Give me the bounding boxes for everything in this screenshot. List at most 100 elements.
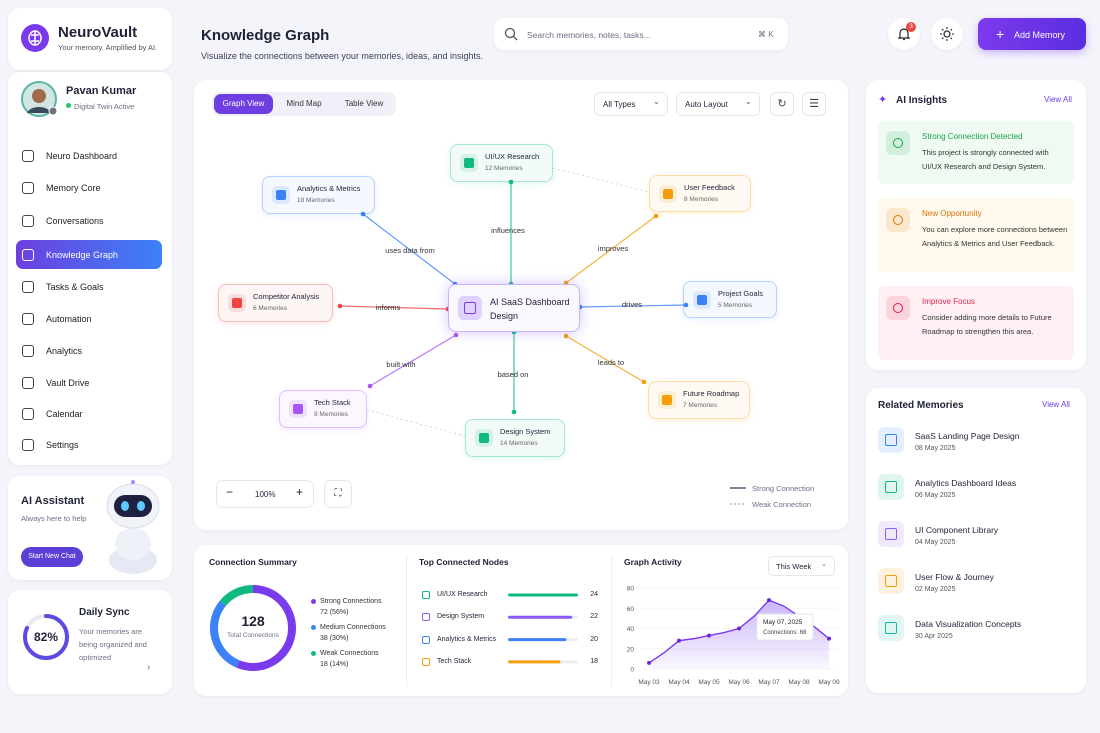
memory-icon[interactable] (878, 521, 904, 547)
insight-text: Consider adding more details to Future R… (922, 313, 1052, 336)
search-icon (504, 27, 518, 41)
node-icon (422, 591, 430, 599)
search-shortcut: ⌘ K (758, 30, 774, 39)
add-memory-label: Add Memory (1014, 30, 1066, 40)
memory-icon-glyph (885, 434, 897, 446)
node-count: 14 Memories (500, 440, 538, 447)
node-title: Tech Stack (314, 398, 351, 407)
memory-icon-glyph (885, 575, 897, 587)
add-memory-button[interactable] (978, 18, 1086, 50)
node-icon (422, 657, 430, 666)
node-title: UI/UX Research (485, 152, 540, 161)
node-title: Analytics & Metrics (297, 184, 361, 193)
tab[interactable]: Table View (344, 99, 384, 108)
node-name: UI/UX Research (437, 591, 488, 598)
period-label: This Week (776, 562, 812, 571)
zoom-out[interactable]: − (226, 485, 234, 499)
legend-value: 18 (14%) (320, 661, 349, 668)
search-box[interactable] (494, 18, 788, 50)
legend-name: Weak Connections (320, 650, 379, 657)
nav-item[interactable]: Conversations (46, 216, 104, 226)
node-icon-glyph (663, 188, 673, 199)
node-name: Tech Stack (437, 657, 472, 665)
legend-dot (311, 599, 316, 604)
filter-dropdown[interactable] (676, 92, 760, 116)
nav-item[interactable]: Settings (46, 440, 79, 450)
legend-dot (311, 651, 316, 656)
node-icon (422, 635, 430, 644)
edge-label: uses data from (385, 246, 435, 255)
memory-title[interactable]: SaaS Landing Page Design (915, 431, 1020, 441)
sun-icon (940, 27, 954, 41)
node-name: Analytics & Metrics (437, 635, 497, 643)
node-count: 9 Memories (314, 411, 348, 418)
node-title: Design System (500, 427, 551, 436)
node-icon-glyph (276, 190, 286, 200)
memory-icon[interactable] (878, 568, 904, 594)
memory-icon[interactable] (878, 427, 904, 453)
nav-item[interactable]: Automation (46, 314, 92, 324)
node-title: User Feedback (684, 183, 735, 192)
center-title: AI SaaS Dashboard Design (490, 297, 570, 321)
node-count: 7 Memories (683, 402, 717, 409)
node-count: 6 Memories (253, 305, 287, 312)
memory-title[interactable]: User Flow & Journey (915, 572, 994, 582)
node-icon-glyph (464, 158, 474, 168)
node-icon-glyph (479, 433, 489, 443)
memory-icon[interactable] (878, 474, 904, 500)
theme-button[interactable] (931, 18, 963, 50)
center-icon (458, 296, 482, 320)
brand-name: NeuroVault (58, 24, 138, 41)
filter-dropdown[interactable] (594, 92, 668, 116)
memory-title[interactable]: Data Visualization Concepts (915, 619, 1022, 629)
chevron[interactable]: › (147, 662, 151, 673)
node-value: 20 (590, 635, 598, 643)
zoom-in[interactable]: + (296, 485, 304, 499)
tab[interactable]: Graph View (214, 94, 273, 114)
tab[interactable]: Mind Map (286, 99, 322, 108)
edge-label: based on (497, 370, 529, 379)
related-view-all[interactable]: View All (1042, 400, 1070, 409)
memory-date: 06 May 2025 (915, 492, 956, 499)
period-dropdown[interactable] (768, 556, 835, 576)
node-icon-glyph (293, 404, 303, 414)
legend-dot (311, 625, 316, 630)
nav-item[interactable]: Memory Core (46, 183, 101, 193)
page-subtitle: Visualize the connections between your m… (201, 51, 483, 61)
insight-title: Improve Focus (922, 297, 975, 306)
nav-item[interactable]: Neuro Dashboard (46, 151, 118, 161)
memory-icon[interactable] (878, 615, 904, 641)
node-name: Design System (437, 613, 485, 621)
nav-item[interactable]: Analytics (46, 346, 83, 356)
edge-label: leads to (597, 358, 625, 367)
node-title: Competitor Analysis (253, 292, 320, 301)
nav-icon (22, 408, 34, 420)
nav-item[interactable]: Tasks & Goals (46, 282, 104, 292)
node-count: 8 Memories (684, 196, 718, 203)
insights-view-all[interactable]: View All (1044, 95, 1072, 104)
nav-item[interactable]: Vault Drive (46, 378, 90, 388)
legend-name: Medium Connections (320, 624, 386, 631)
legend-weak: Weak Connection (752, 500, 812, 509)
memory-title[interactable]: Analytics Dashboard Ideas (915, 478, 1017, 488)
insight-icon-glyph (893, 215, 903, 225)
nav-item[interactable]: Calendar (46, 409, 83, 419)
insights-icon: ✦ (878, 94, 888, 106)
nav-item[interactable]: Knowledge Graph (46, 250, 119, 260)
assistant-title: AI Assistant (21, 495, 85, 507)
fullscreen-button[interactable]: ⛶ (324, 480, 352, 508)
node-count: 18 Memories (297, 197, 335, 204)
divider (611, 555, 612, 686)
nav-icon (22, 313, 34, 325)
insight-title: New Opportunity (922, 209, 982, 218)
insight-text: This project is strongly connected with … (922, 148, 1049, 171)
edge-label: drives (621, 300, 642, 309)
insights-title: AI Insights (896, 95, 948, 106)
memory-title[interactable]: UI Component Library (915, 525, 999, 535)
dropdown-caret: ⌄ (653, 97, 660, 106)
refresh-button[interactable]: ↻ (770, 92, 794, 116)
start-chat-button[interactable]: Start New Chat (21, 547, 83, 567)
insight-card (878, 286, 1074, 360)
settings-button[interactable]: ☰ (802, 92, 826, 116)
